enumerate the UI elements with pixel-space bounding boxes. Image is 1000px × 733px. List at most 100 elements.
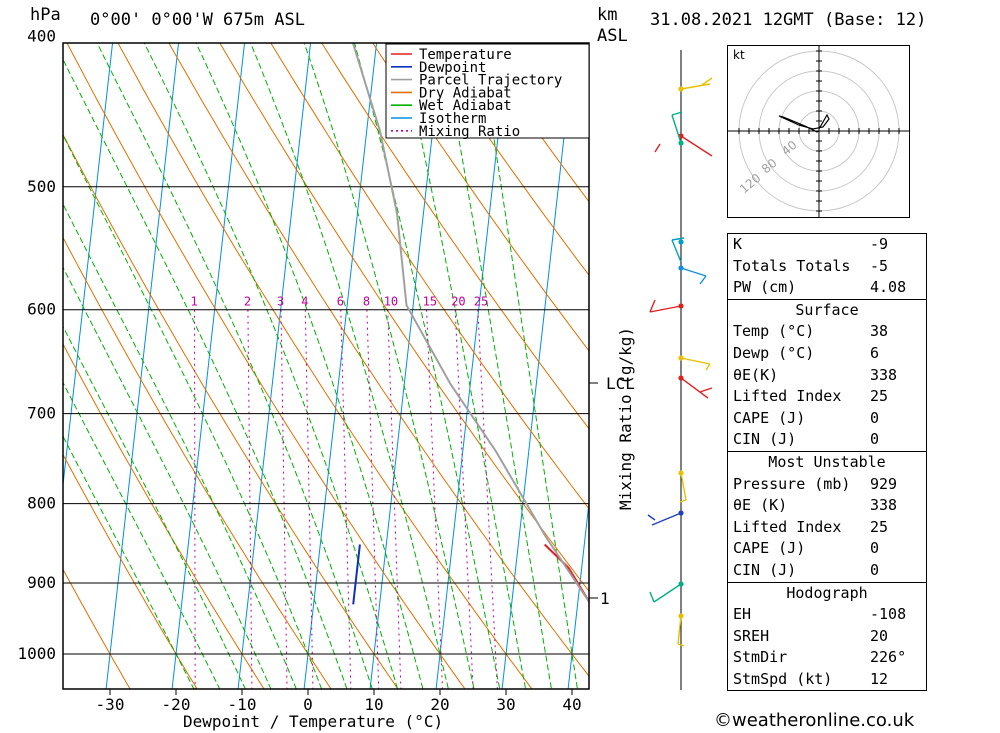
surface-li-label: Lifted Index xyxy=(733,387,842,406)
surface-li-value: 25 xyxy=(870,387,889,406)
dewpoint-curve xyxy=(352,544,361,605)
surface-cape-value: 0 xyxy=(870,408,880,427)
wind-barb-staff xyxy=(680,135,713,157)
pressure-tick-label: 500 xyxy=(27,177,56,196)
wet-adiabat-line xyxy=(63,203,297,689)
wet-adiabat-line xyxy=(96,43,373,689)
mixing-ratio-line xyxy=(280,309,288,689)
mu-li-row: Lifted Index 25 xyxy=(728,517,926,539)
surface-thetae-row: θE(K) 338 xyxy=(728,365,926,387)
wind-level-dot xyxy=(678,265,684,271)
mu-cape-row: CAPE (J) 0 xyxy=(728,538,926,560)
wind-level-dot xyxy=(678,613,684,619)
credit-link[interactable]: ©weatheronline.co.uk xyxy=(714,710,915,731)
eh-value: -108 xyxy=(870,605,907,624)
hodograph: kt 40 80 120 xyxy=(727,45,910,218)
wet-adiabat-line xyxy=(63,58,348,689)
mixing-ratio-line xyxy=(340,309,352,689)
mu-cin-row: CIN (J) 0 xyxy=(728,560,926,582)
most-unstable-block: Most Unstable Pressure (mb) 929 θE (K) 338… xyxy=(728,450,926,582)
wet-adiabat-line xyxy=(63,325,246,689)
wind-level-dot xyxy=(678,239,684,245)
mixing-ratio-label: 3 xyxy=(277,295,284,309)
k-index-value: -9 xyxy=(870,235,889,253)
wind-barb-flag xyxy=(654,143,661,153)
wet-adiabat-line xyxy=(195,43,424,689)
wind-barb-staff xyxy=(680,267,707,277)
temperature-tick-label: 40 xyxy=(562,695,581,714)
mu-li-value: 25 xyxy=(870,517,889,536)
wind-barb-flag xyxy=(705,363,711,371)
surface-cin-row: CIN (J) 0 xyxy=(728,429,926,451)
mixing-ratio-label: 2 xyxy=(244,295,251,309)
surface-temp-row: Temp (°C) 38 xyxy=(728,321,926,343)
wind-barb-staff xyxy=(671,239,682,263)
pressure-tick-label: 700 xyxy=(27,404,56,423)
isotherm-line xyxy=(303,43,378,689)
pressure-tick-label: 400 xyxy=(27,26,56,45)
surface-temp-label: Temp (°C) xyxy=(733,322,815,341)
surface-dewp-label: Dewp (°C) xyxy=(733,343,815,362)
indices-panel: K -9 Totals Totals -5 PW (cm) 4.08 Surface … xyxy=(727,233,927,692)
dry-adiabat-line xyxy=(63,453,198,689)
pressure-tick-label: 1000 xyxy=(17,644,56,663)
surface-cape-label: CAPE (J) xyxy=(733,408,806,427)
wet-adiabat-line xyxy=(143,43,399,689)
wind-barb-flag xyxy=(649,299,656,313)
mixing-ratio-label: 25 xyxy=(474,295,488,309)
stmdir-label: StmDir xyxy=(733,648,788,667)
wind-barb-flag xyxy=(647,514,656,521)
wind-barb-flag xyxy=(701,77,713,86)
sreh-value: 20 xyxy=(870,626,889,645)
totals-row: Totals Totals -5 xyxy=(728,256,926,278)
mixing-ratio-line xyxy=(387,309,402,689)
mixing-ratio-label: 20 xyxy=(451,295,465,309)
isotherm-line xyxy=(0,0,72,706)
legend-entry: Mixing Ratio xyxy=(419,124,520,140)
parcel-trajectory-curve xyxy=(351,43,589,604)
isotherm-line xyxy=(435,43,510,689)
wet-adiabat-line xyxy=(63,435,195,689)
dry-adiabat-line xyxy=(168,43,589,677)
isotherm-line xyxy=(63,43,114,490)
pressure-tick-label: 800 xyxy=(27,494,56,513)
wind-level-dot xyxy=(678,470,684,476)
sreh-label: SREH xyxy=(733,626,770,645)
mixing-ratio-label: 6 xyxy=(337,295,344,309)
wind-level-dot xyxy=(678,375,684,381)
mu-pressure-label: Pressure (mb) xyxy=(733,474,851,493)
isotherm-line xyxy=(501,43,576,689)
mu-thetae-row: θE (K) 338 xyxy=(728,495,926,517)
mixing-ratio-line xyxy=(247,309,253,689)
wind-level-dot xyxy=(678,355,684,361)
mixing-ratio-line xyxy=(304,309,314,689)
mixing-ratio-line xyxy=(477,309,498,689)
dry-adiabat-line xyxy=(270,43,589,510)
pressure-axis: 3004005006007008009001000 xyxy=(17,26,56,663)
temperature-tick-label: 10 xyxy=(364,695,383,714)
isotherm-line xyxy=(105,43,180,689)
surface-cin-value: 0 xyxy=(870,430,880,449)
mixing-ratio-line xyxy=(454,309,474,689)
isotherm-line xyxy=(0,0,6,706)
wind-barb-staff xyxy=(680,377,709,399)
dry-adiabat-line xyxy=(63,133,399,689)
stmspd-value: 12 xyxy=(870,669,889,688)
mu-li-label: Lifted Index xyxy=(733,517,842,536)
general-indices: K -9 Totals Totals -5 PW (cm) 4.08 xyxy=(728,234,926,299)
stmdir-value: 226° xyxy=(870,648,907,667)
eh-row: EH -108 xyxy=(728,604,926,626)
wind-barb-staff xyxy=(680,472,687,501)
mu-thetae-label: θE (K) xyxy=(733,496,788,515)
temperature-tick-label: 30 xyxy=(496,695,515,714)
legend-entry: Temperature xyxy=(419,47,512,63)
mixing-ratio-line xyxy=(426,309,443,689)
km-label: km xyxy=(597,5,617,25)
mixing-ratio-label: 1 xyxy=(191,295,198,309)
dry-adiabat-line xyxy=(66,43,466,689)
wind-barb-flag xyxy=(649,591,655,603)
wind-barb-flag xyxy=(699,275,707,285)
